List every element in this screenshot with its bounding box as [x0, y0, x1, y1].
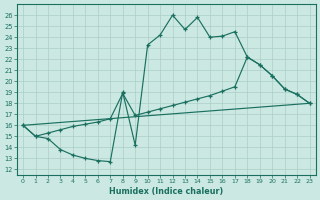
- X-axis label: Humidex (Indice chaleur): Humidex (Indice chaleur): [109, 187, 223, 196]
